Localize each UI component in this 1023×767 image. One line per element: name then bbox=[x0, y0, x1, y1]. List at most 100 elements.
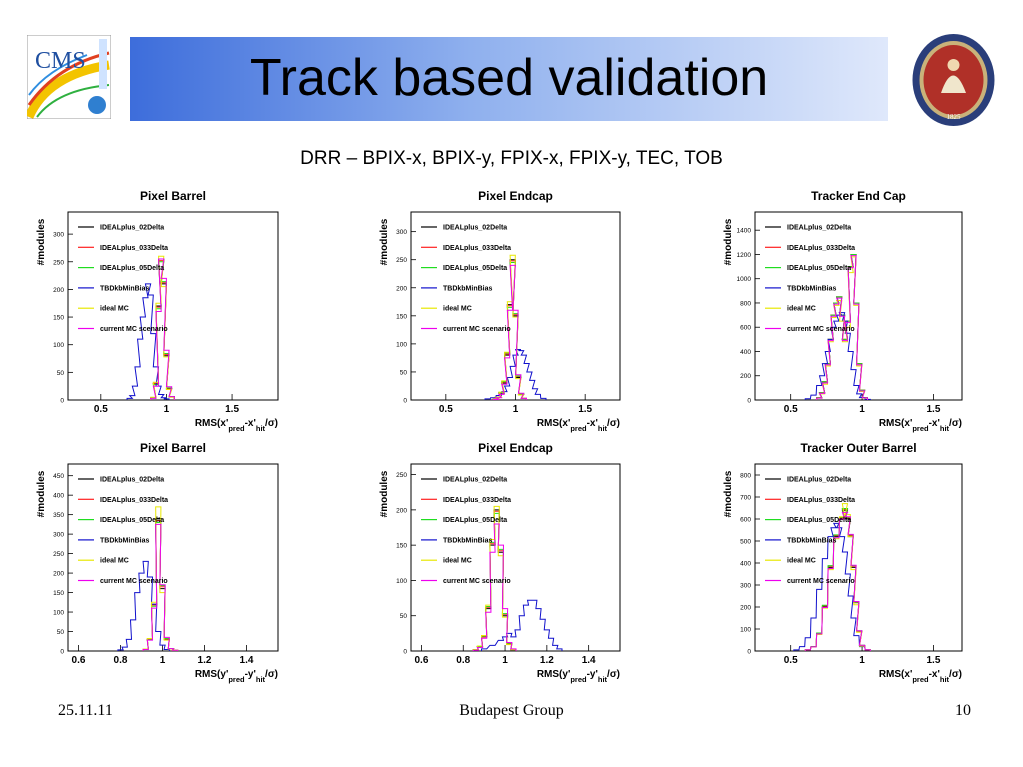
y-tick-label: 50 bbox=[57, 370, 65, 377]
histogram-series bbox=[472, 523, 517, 651]
legend-entry: IDEALplus_05Delta bbox=[787, 517, 851, 524]
plot-frame bbox=[67, 211, 279, 401]
y-axis-label: #modules bbox=[36, 218, 47, 265]
legend-entry: IDEALplus_02Delta bbox=[443, 225, 507, 232]
legend-entry: ideal MC bbox=[787, 306, 816, 313]
y-axis-label: #modules bbox=[36, 470, 47, 517]
histogram-5: Pixel Endcap 0 50 100 150 200 250 #modules 0.6 0.… bbox=[379, 441, 621, 684]
y-tick-label: 0 bbox=[60, 398, 64, 405]
y-tick-label: 100 bbox=[396, 578, 407, 585]
histogram-series bbox=[117, 560, 170, 651]
plot-frame bbox=[754, 211, 963, 401]
histogram-3: Tracker End Cap 0 200 400 600 800 1000 1200 1400… bbox=[723, 189, 963, 433]
legend-entry: current MC scenario bbox=[787, 326, 855, 333]
y-tick-label: 0 bbox=[403, 649, 407, 656]
y-tick-label: 200 bbox=[396, 285, 407, 292]
legend-entry: IDEALplus_02Delta bbox=[787, 225, 851, 232]
x-tick-label: 1.5 bbox=[926, 655, 940, 666]
y-tick-label: 200 bbox=[740, 373, 751, 380]
legend-entry: TBDkbMinBias bbox=[787, 537, 837, 544]
histogram-series bbox=[804, 511, 871, 651]
x-axis-label: RMS(x'pred-x'hit/σ) bbox=[879, 669, 962, 684]
y-tick-label: 600 bbox=[740, 517, 751, 524]
footer-group: Budapest Group bbox=[459, 702, 564, 719]
histogram-series bbox=[126, 283, 170, 400]
legend-entry: IDEALplus_033Delta bbox=[787, 497, 855, 504]
legend-entry: IDEALplus_05Delta bbox=[100, 265, 164, 272]
legend-entry: IDEALplus_033Delta bbox=[443, 497, 511, 504]
y-tick-label: 250 bbox=[53, 551, 64, 558]
legend-entry: ideal MC bbox=[100, 558, 129, 565]
histogram-series bbox=[150, 258, 175, 400]
legend-entry: current MC scenario bbox=[443, 326, 511, 333]
y-tick-label: 500 bbox=[740, 539, 751, 546]
legend-entry: TBDkbMinBias bbox=[787, 285, 837, 292]
y-tick-label: 250 bbox=[53, 259, 64, 266]
x-tick-label: 1.2 bbox=[540, 655, 554, 666]
legend-entry: IDEALplus_02Delta bbox=[443, 477, 507, 484]
histogram-title: Pixel Endcap bbox=[478, 441, 553, 455]
x-tick-label: 0.6 bbox=[414, 655, 428, 666]
histogram-title: Pixel Barrel bbox=[140, 189, 206, 203]
histogram-series bbox=[816, 255, 869, 400]
y-tick-label: 350 bbox=[53, 512, 64, 519]
y-tick-label: 150 bbox=[53, 315, 64, 322]
slide-subtitle: DRR – BPIX-x, BPIX-y, FPIX-x, FPIX-y, TE… bbox=[300, 148, 723, 169]
y-axis-label: #modules bbox=[723, 470, 734, 517]
x-axis-label: RMS(x'pred-x'hit/σ) bbox=[879, 418, 962, 433]
x-axis-label: RMS(x'pred-x'hit/σ) bbox=[537, 418, 620, 433]
y-tick-label: 100 bbox=[53, 342, 64, 349]
x-axis-label: RMS(y'pred-y'hit/σ) bbox=[195, 669, 278, 684]
histogram-series bbox=[804, 503, 871, 651]
legend-entry: IDEALplus_05Delta bbox=[443, 517, 507, 524]
histogram-series bbox=[472, 505, 517, 651]
y-axis-label: #modules bbox=[723, 218, 734, 265]
legend-entry: IDEALplus_02Delta bbox=[100, 225, 164, 232]
legend-entry: current MC scenario bbox=[787, 578, 855, 585]
x-tick-label: 0.8 bbox=[456, 655, 470, 666]
y-tick-label: 600 bbox=[740, 325, 751, 332]
legend-entry: TBDkbMinBias bbox=[443, 285, 493, 292]
legend-entry: current MC scenario bbox=[443, 578, 511, 585]
y-tick-label: 50 bbox=[400, 613, 408, 620]
x-tick-label: 0.5 bbox=[784, 404, 798, 415]
y-tick-label: 300 bbox=[740, 583, 751, 590]
y-tick-label: 150 bbox=[396, 313, 407, 320]
x-tick-label: 0.5 bbox=[94, 404, 108, 415]
legend-entry: IDEALplus_05Delta bbox=[443, 265, 507, 272]
y-tick-label: 400 bbox=[740, 561, 751, 568]
y-tick-label: 0 bbox=[403, 398, 407, 405]
plot-frame bbox=[67, 463, 279, 652]
footer-date: 25.11.11 bbox=[58, 702, 113, 719]
legend-entry: IDEALplus_05Delta bbox=[100, 517, 164, 524]
legend-entry: TBDkbMinBias bbox=[100, 285, 150, 292]
y-tick-label: 0 bbox=[747, 398, 751, 405]
histogram-series bbox=[481, 599, 563, 651]
legend-entry: TBDkbMinBias bbox=[100, 537, 150, 544]
cms-logo: CMS bbox=[24, 34, 112, 120]
histogram-title: Pixel Endcap bbox=[478, 189, 553, 203]
y-tick-label: 0 bbox=[747, 649, 751, 656]
y-tick-label: 200 bbox=[740, 605, 751, 612]
histogram-2: Pixel Endcap 0 50 100 150 200 250 300 #modules 0.… bbox=[379, 189, 621, 433]
histogram-1: Pixel Barrel 0 50 100 150 200 250 300 #modules 0.… bbox=[36, 189, 279, 433]
histogram-series bbox=[793, 522, 871, 651]
legend-entry: TBDkbMinBias bbox=[443, 537, 493, 544]
x-tick-label: 0.6 bbox=[72, 655, 86, 666]
y-tick-label: 300 bbox=[396, 229, 407, 236]
y-axis-label: #modules bbox=[379, 218, 390, 265]
y-axis-label: #modules bbox=[379, 470, 390, 517]
histogram-title: Tracker Outer Barrel bbox=[800, 441, 916, 455]
x-tick-label: 1.4 bbox=[582, 655, 596, 666]
y-tick-label: 200 bbox=[396, 507, 407, 514]
legend-entry: current MC scenario bbox=[100, 326, 168, 333]
legend-entry: IDEALplus_02Delta bbox=[100, 477, 164, 484]
x-tick-label: 1 bbox=[160, 655, 166, 666]
plot-frame bbox=[754, 463, 963, 652]
y-tick-label: 200 bbox=[53, 571, 64, 578]
plot-frame bbox=[410, 463, 621, 652]
x-tick-label: 0.8 bbox=[114, 655, 128, 666]
y-tick-label: 200 bbox=[53, 287, 64, 294]
page-title: Track based validation bbox=[249, 49, 769, 107]
